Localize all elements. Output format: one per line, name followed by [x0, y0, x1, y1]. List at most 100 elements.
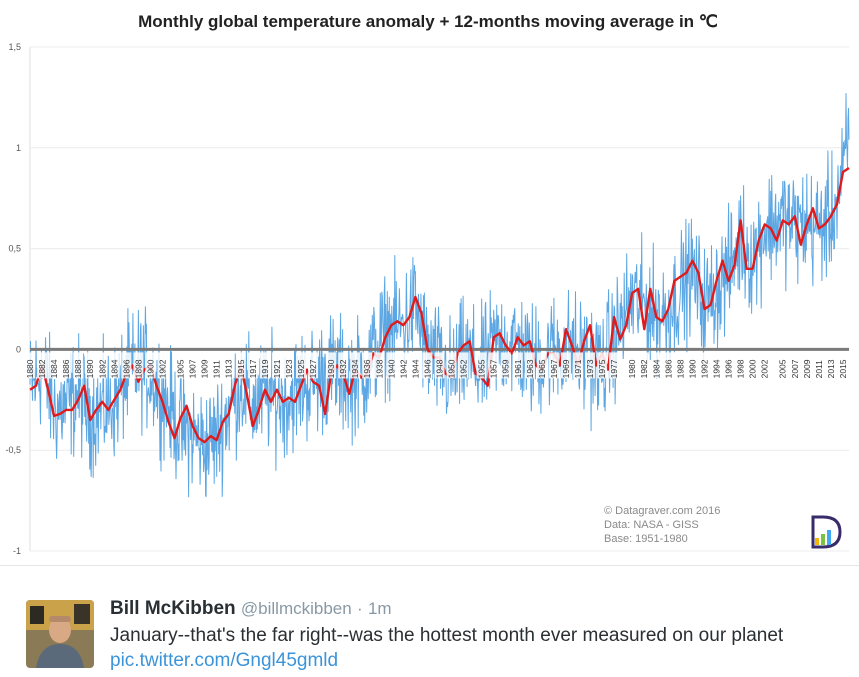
x-tick-bg — [157, 352, 168, 379]
x-tick-label: 1896 — [121, 359, 131, 378]
x-tick-label: 1967 — [549, 359, 559, 378]
x-tick-label: 1950 — [447, 359, 457, 378]
x-tick-label: 2000 — [748, 359, 758, 378]
monthly-series — [29, 93, 850, 498]
author-handle[interactable]: @billmckibben — [240, 599, 352, 618]
tweet-text: January--that's the far right--was the h… — [110, 625, 784, 646]
x-tick-bg — [801, 352, 812, 379]
x-tick-bg — [326, 352, 337, 379]
y-tick-label: -0,5 — [5, 445, 21, 455]
x-tick-label: 1880 — [25, 359, 35, 378]
y-tick-label: 1,5 — [8, 42, 21, 52]
x-axis-ticks: 1880 1882 1884 1886 1888 1890 1892 1894 1896 1898… — [25, 352, 848, 379]
x-tick-bg — [187, 352, 198, 379]
x-tick-label: 1971 — [573, 359, 583, 378]
x-tick-bg — [597, 352, 608, 379]
x-tick-bg — [37, 352, 48, 379]
y-tick-label: 1 — [16, 143, 21, 153]
x-tick-bg — [813, 352, 824, 379]
x-tick-label: 1965 — [537, 359, 547, 378]
x-tick-bg — [458, 352, 469, 379]
x-tick-label: 1884 — [49, 359, 59, 378]
datagraver-logo-icon — [811, 515, 842, 549]
x-tick-label: 1892 — [97, 359, 107, 378]
y-tick-label: 0 — [16, 344, 21, 354]
x-tick-bg — [223, 352, 234, 379]
x-tick-label: 1905 — [176, 359, 186, 378]
temperature-chart: Monthly global temperature anomaly + 12-… — [5, 12, 850, 556]
x-tick-label: 1940 — [386, 359, 396, 378]
x-tick-bg — [446, 352, 457, 379]
x-tick-label: 2013 — [826, 359, 836, 378]
x-tick-bg — [338, 352, 349, 379]
x-tick-bg — [97, 352, 108, 379]
x-tick-bg — [524, 352, 535, 379]
x-tick-label: 1938 — [374, 359, 384, 378]
author-avatar[interactable] — [26, 600, 94, 668]
x-tick-bg — [133, 352, 144, 379]
x-tick-label: 1925 — [296, 359, 306, 378]
tweet — [0, 565, 859, 677]
x-tick-label: 1973 — [585, 359, 595, 378]
x-tick-label: 1998 — [736, 359, 746, 378]
x-tick-label: 1909 — [200, 359, 210, 378]
x-tick-label: 1898 — [133, 359, 143, 378]
x-tick-label: 1911 — [212, 360, 222, 379]
x-tick-bg — [699, 352, 710, 379]
x-tick-label: 1917 — [248, 359, 258, 378]
x-tick-bg — [759, 352, 770, 379]
x-tick-label: 2007 — [790, 359, 800, 378]
x-tick-label: 1927 — [308, 359, 318, 378]
tweet-image-link[interactable]: pic.twitter.com/Gngl45gmld — [110, 650, 339, 671]
x-tick-bg — [199, 352, 210, 379]
x-tick-bg — [362, 352, 373, 379]
x-tick-bg — [109, 352, 120, 379]
x-tick-bg — [73, 352, 84, 379]
x-tick-bg — [295, 352, 306, 379]
watermark: © Datagraver.com 2016 Data: NASA - GISS … — [604, 505, 720, 545]
x-tick-label: 1913 — [224, 359, 234, 378]
x-tick-label: 1980 — [627, 359, 637, 378]
x-tick-bg — [500, 352, 511, 379]
x-tick-label: 2011 — [814, 360, 824, 379]
x-tick-label: 1986 — [663, 359, 673, 378]
tweet-author-line: Bill McKibben @billmckibben · 1m — [110, 598, 392, 620]
author-name[interactable]: Bill McKibben — [110, 598, 236, 619]
x-tick-label: 1952 — [459, 359, 469, 378]
y-tick-label: -1 — [13, 546, 21, 556]
watermark-base: Base: 1951-1980 — [604, 533, 688, 545]
x-tick-bg — [560, 352, 571, 379]
x-tick-label: 1959 — [501, 359, 511, 378]
x-tick-bg — [259, 352, 270, 379]
watermark-source: Data: NASA - GISS — [604, 519, 699, 531]
x-tick-bg — [675, 352, 686, 379]
x-tick-bg — [476, 352, 487, 379]
x-tick-bg — [789, 352, 800, 379]
x-tick-label: 1915 — [236, 359, 246, 378]
x-tick-bg — [350, 352, 361, 379]
x-tick-bg — [723, 352, 734, 379]
x-tick-bg — [687, 352, 698, 379]
x-tick-label: 2002 — [760, 359, 770, 378]
tweet-timestamp[interactable]: 1m — [367, 599, 392, 618]
x-tick-label: 1930 — [326, 359, 336, 378]
x-tick-bg — [735, 352, 746, 379]
x-tick-bg — [777, 352, 788, 379]
x-tick-label: 1963 — [525, 359, 535, 378]
y-tick-label: 0,5 — [8, 244, 21, 254]
x-tick-label: 1977 — [609, 359, 619, 378]
x-tick-bg — [211, 352, 222, 379]
x-tick-label: 2005 — [778, 359, 788, 378]
chart-title: Monthly global temperature anomaly + 12-… — [138, 12, 718, 31]
x-tick-bg — [386, 352, 397, 379]
x-tick-bg — [175, 352, 186, 379]
x-tick-label: 1934 — [350, 359, 360, 378]
x-tick-bg — [548, 352, 559, 379]
x-tick-bg — [512, 352, 523, 379]
x-tick-bg — [536, 352, 547, 379]
x-tick-label: 1988 — [675, 359, 685, 378]
x-tick-bg — [609, 352, 620, 379]
separator-dot: · — [357, 599, 363, 618]
x-tick-bg — [61, 352, 72, 379]
x-tick-bg — [651, 352, 662, 379]
